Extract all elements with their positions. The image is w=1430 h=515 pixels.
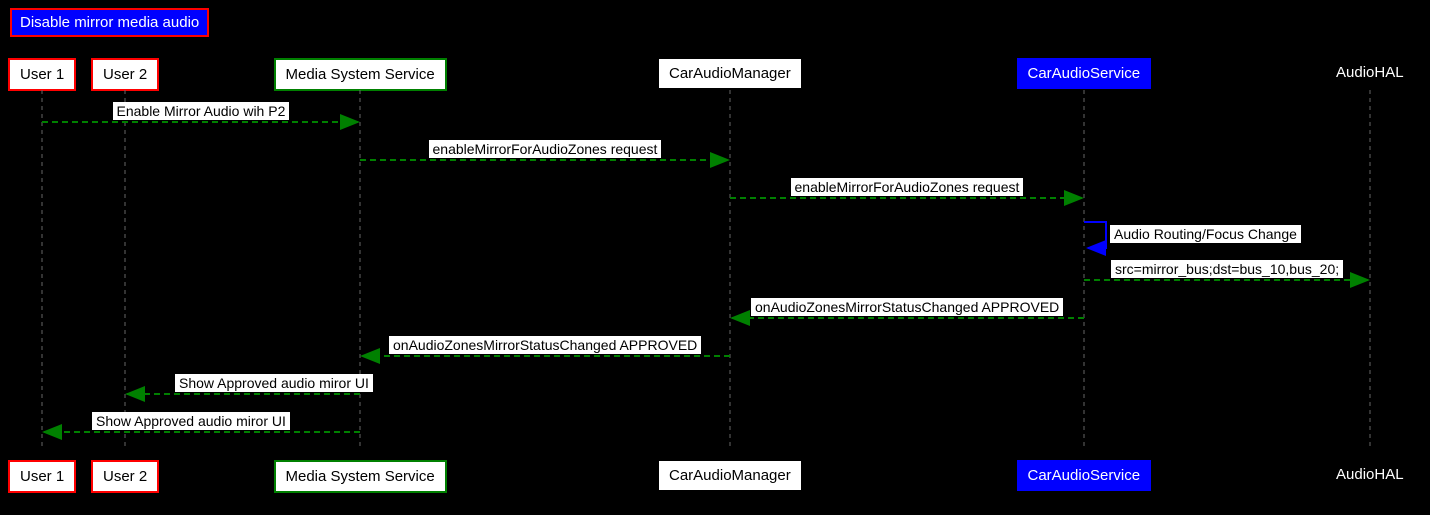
message-label: Enable Mirror Audio wih P2 xyxy=(113,102,290,120)
message-label: enableMirrorForAudioZones request xyxy=(791,178,1024,196)
participant-cam-bottom: CarAudioManager xyxy=(658,460,802,491)
participant-cam-top: CarAudioManager xyxy=(658,58,802,89)
message-label: enableMirrorForAudioZones request xyxy=(429,140,662,158)
participant-user2-top: User 2 xyxy=(91,58,159,91)
message-label: onAudioZonesMirrorStatusChanged APPROVED xyxy=(751,298,1063,316)
participant-media-bottom: Media System Service xyxy=(274,460,447,493)
participant-hal-top: AudioHAL xyxy=(1326,58,1414,87)
message-label: Show Approved audio miror UI xyxy=(92,412,290,430)
message-label: onAudioZonesMirrorStatusChanged APPROVED xyxy=(389,336,701,354)
diagram-title: Disable mirror media audio xyxy=(10,8,209,37)
message-label: Show Approved audio miror UI xyxy=(175,374,373,392)
participant-media-top: Media System Service xyxy=(274,58,447,91)
participant-user2-bottom: User 2 xyxy=(91,460,159,493)
participant-cas-top: CarAudioService xyxy=(1017,58,1152,89)
participant-user1-bottom: User 1 xyxy=(8,460,76,493)
participant-cas-bottom: CarAudioService xyxy=(1017,460,1152,491)
participant-hal-bottom: AudioHAL xyxy=(1326,460,1414,489)
message-label: src=mirror_bus;dst=bus_10,bus_20; xyxy=(1111,260,1343,278)
message-label: Audio Routing/Focus Change xyxy=(1110,225,1301,243)
participant-user1-top: User 1 xyxy=(8,58,76,91)
